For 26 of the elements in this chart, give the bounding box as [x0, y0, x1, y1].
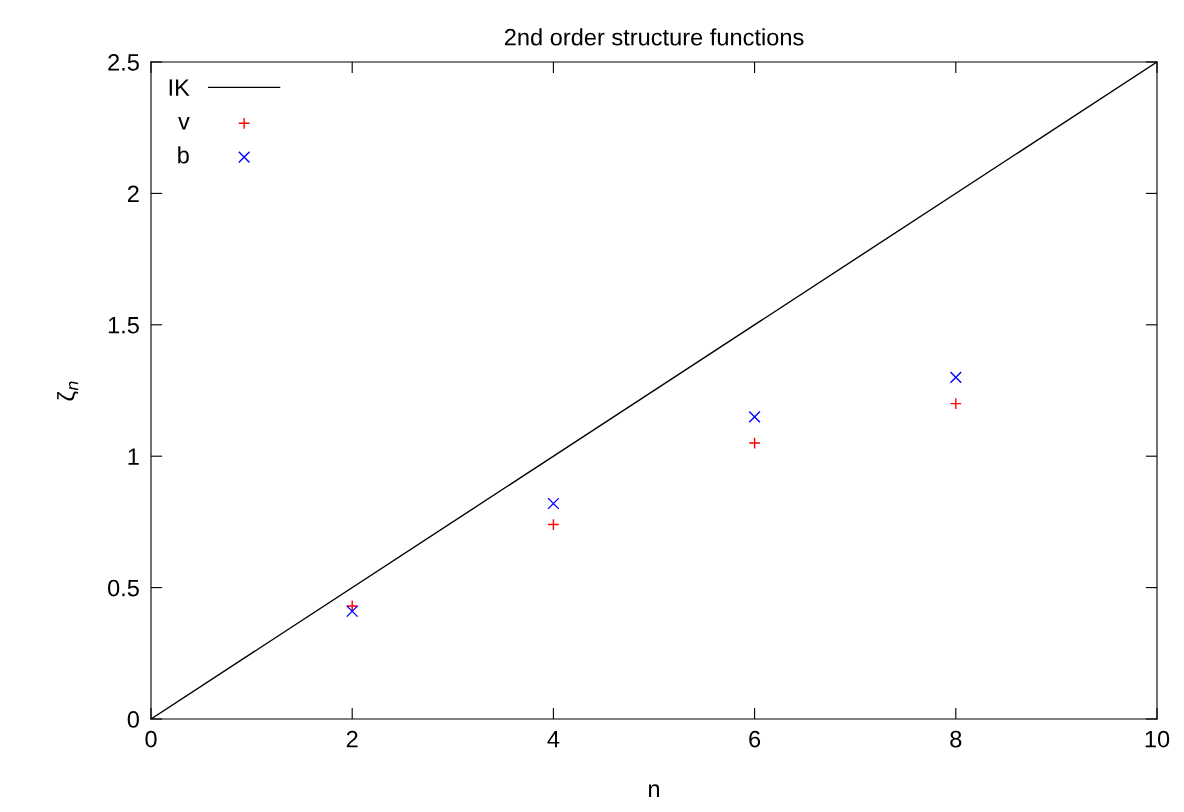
point	[547, 518, 560, 531]
x-tick-label: 6	[749, 730, 761, 748]
x-tick-label: 10	[1145, 730, 1170, 748]
y-tick-label: 2	[127, 185, 139, 202]
y-tick-label: 2.5	[108, 54, 139, 71]
y-tick-label: 1.5	[108, 317, 139, 334]
point	[748, 436, 761, 450]
y-tick-label: 0.5	[107, 579, 139, 597]
x-tick-label: 0	[145, 730, 157, 748]
x-tick-label: 2	[346, 730, 358, 748]
x-tick-label: 4	[547, 730, 560, 748]
point	[748, 410, 761, 423]
point	[949, 371, 962, 384]
legend-label: b	[178, 146, 189, 164]
x-tick-label: 8	[950, 730, 962, 748]
point	[949, 397, 962, 410]
y-axis-title: ζ$_{n}$	[57, 381, 79, 401]
point	[346, 605, 359, 618]
y-tick-label: 1	[128, 448, 139, 465]
y-tick-label: 0	[127, 711, 139, 728]
point	[547, 497, 560, 510]
x-axis-title: n	[649, 784, 660, 798]
point	[346, 599, 359, 613]
legend-label: IK	[169, 79, 190, 96]
chart-title: 2nd order structure functions	[504, 28, 804, 46]
legend-label: v	[178, 116, 190, 130]
